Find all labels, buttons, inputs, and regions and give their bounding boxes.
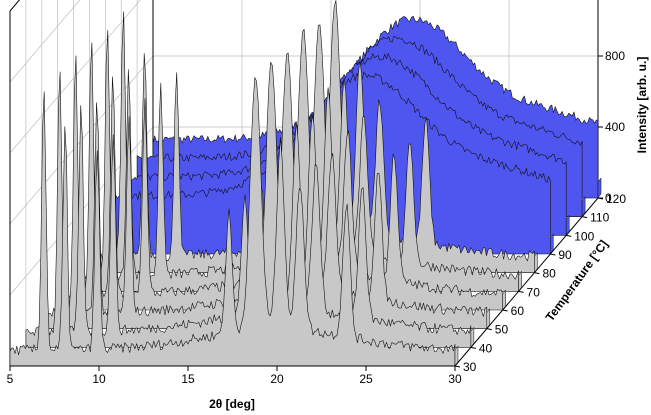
temperature-tick — [518, 290, 524, 293]
temperature-tick — [582, 216, 588, 219]
grid-line — [9, 0, 141, 154]
x-tick-label: 30 — [448, 372, 462, 386]
grid-line — [9, 0, 81, 83]
temperature-tick — [502, 309, 508, 312]
temperature-tick — [550, 253, 556, 256]
temperature-axis-line — [454, 197, 599, 367]
tick-labels: 0400800120016002000510152025303040506070… — [7, 49, 627, 386]
temperature-tick-label: 110 — [590, 211, 609, 225]
x-tick-label: 15 — [181, 372, 195, 386]
temperature-tick — [486, 328, 492, 331]
x-tick-label: 5 — [7, 372, 14, 386]
x-axis-label: 2θ [deg] — [209, 397, 255, 411]
front-axes — [9, 197, 604, 371]
x-tick-label: 10 — [92, 372, 106, 386]
temperature-tick — [534, 272, 540, 275]
z-tick-label: 800 — [605, 49, 625, 63]
temperature-tick-label: 70 — [527, 285, 541, 299]
temperature-tick-label: 100 — [574, 229, 594, 243]
trace-30 — [9, 77, 456, 367]
temperature-tick-label: 30 — [463, 360, 477, 374]
top-left-edge — [9, 0, 21, 12]
z-tick-label: 400 — [605, 120, 625, 134]
x-tick-label: 25 — [359, 372, 373, 386]
temperature-tick-label: 80 — [542, 267, 556, 281]
temperature-tick-label: 120 — [606, 192, 626, 206]
temperature-tick — [597, 197, 604, 200]
trace-layer — [9, 0, 602, 367]
temperature-tick-label: 90 — [558, 248, 572, 262]
temperature-tick-label: 60 — [511, 304, 525, 318]
temperature-tick-label: 50 — [495, 323, 509, 337]
z-axis-label: Intensity [arb. u.] — [635, 57, 649, 154]
x-tick-label: 20 — [270, 372, 284, 386]
temperature-tick — [454, 365, 461, 368]
trace-edge — [597, 177, 602, 199]
temperature-tick — [470, 346, 476, 349]
z-tick-label: 0 — [605, 191, 612, 205]
grid-line — [9, 0, 20, 12]
temperature-tick-label: 40 — [479, 341, 493, 355]
temperature-tick — [566, 234, 572, 237]
